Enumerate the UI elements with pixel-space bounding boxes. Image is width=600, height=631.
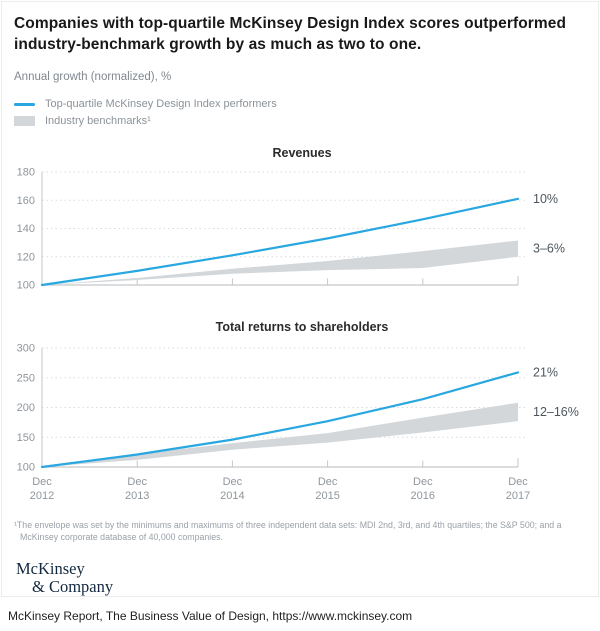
top-quartile-line [40,371,520,468]
benchmark-band [42,240,518,285]
svg-text:150: 150 [17,432,35,444]
svg-text:300: 300 [17,342,35,354]
figure-panel: Companies with top-quartile McKinsey Des… [1,1,599,597]
line-swatch-icon [14,102,35,106]
legend: Top-quartile McKinsey Design Index perfo… [14,96,586,130]
revenues-chart-title: Revenues [272,145,332,160]
axis-unit-label: Annual growth (normalized), % [14,70,172,83]
trs-chart-title: Total returns to shareholders [215,319,389,334]
svg-text:160: 160 [17,195,35,207]
svg-text:Dec: Dec [508,476,528,488]
legend-label-band: Industry benchmarks¹ [45,115,151,128]
legend-item-band: Industry benchmarks¹ [14,113,586,130]
svg-text:100: 100 [17,461,35,473]
mckinsey-logo: McKinsey & Company [14,558,586,597]
svg-text:2013: 2013 [125,490,149,502]
legend-label-line: Top-quartile McKinsey Design Index perfo… [45,98,277,111]
line-end-label: 21% [533,365,558,379]
band-swatch-icon [14,116,35,127]
svg-text:Dec: Dec [32,476,52,488]
svg-text:2014: 2014 [220,490,244,502]
revenues-chart: 100 120 140 160 180 3–6% 10% [17,166,565,291]
band-end-label: 12–16% [533,405,579,419]
logo-line1: McKinsey [16,558,85,578]
svg-text:2016: 2016 [411,490,435,502]
gridlines [42,347,528,468]
revenues-chart-block: Revenues 100 120 140 160 180 3–6% 10% [14,146,586,294]
svg-text:Dec: Dec [223,476,243,488]
svg-text:140: 140 [17,223,35,235]
svg-text:200: 200 [17,402,35,414]
trs-chart-block: Total returns to shareholders 100 150 200 2… [14,320,586,508]
gridlines [42,171,528,286]
svg-text:180: 180 [17,166,35,178]
trs-chart: 100 150 200 250 300 12–16% 21% Dec 2012 Dec 2013 De… [17,342,579,502]
figure-title: Companies with top-quartile McKinsey Des… [14,15,567,53]
logo-line2: & Company [32,577,114,597]
svg-text:Dec: Dec [318,476,338,488]
svg-text:120: 120 [17,251,35,263]
svg-text:250: 250 [17,372,35,384]
svg-text:100: 100 [17,279,35,291]
svg-text:2015: 2015 [315,490,339,502]
band-end-label: 3–6% [533,241,565,255]
svg-text:Dec: Dec [413,476,433,488]
top-quartile-line [40,197,520,286]
svg-text:2017: 2017 [506,490,530,502]
legend-item-line: Top-quartile McKinsey Design Index perfo… [14,96,586,113]
svg-text:Dec: Dec [127,476,147,488]
source-caption: McKinsey Report, The Business Value of D… [8,609,413,623]
line-end-label: 10% [533,192,558,206]
svg-text:2012: 2012 [30,490,54,502]
footnote: ¹The envelope was set by the minimums an… [14,519,562,542]
